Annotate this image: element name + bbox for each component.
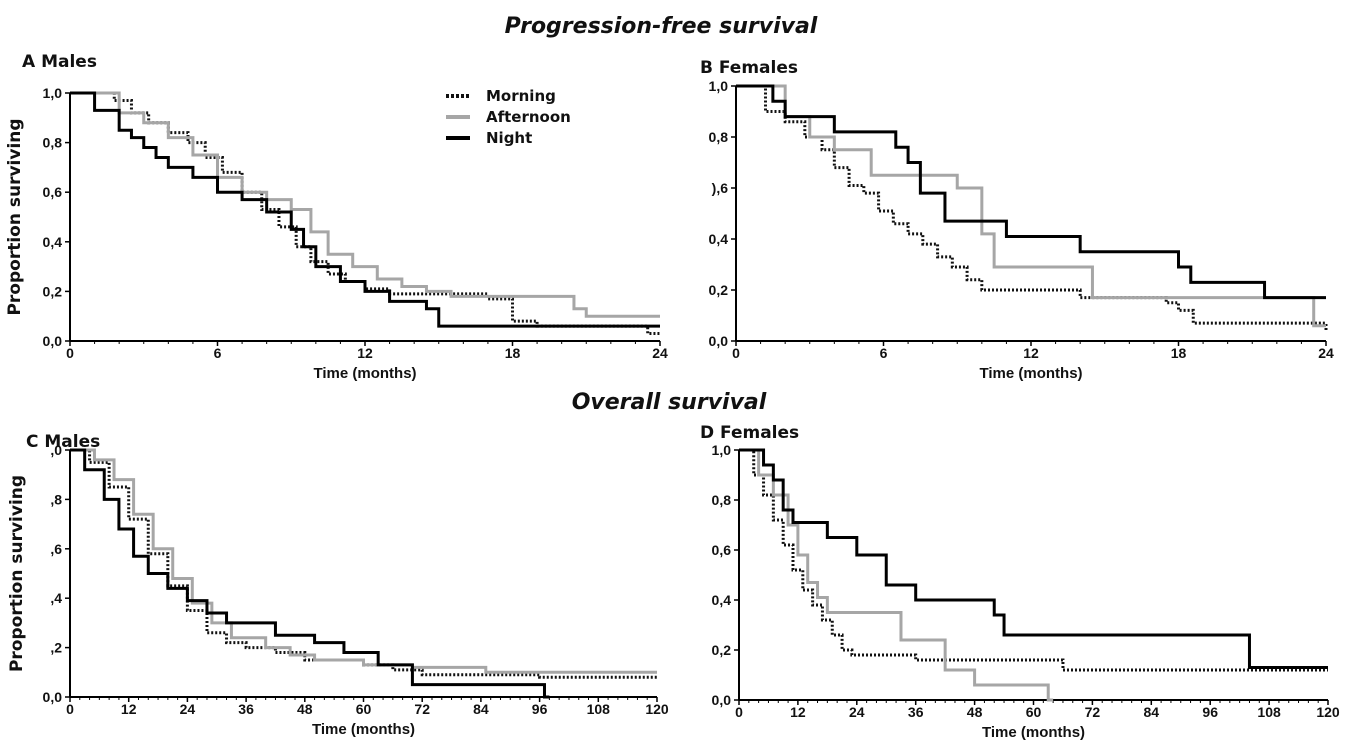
x-tick-label: 84 [1144, 704, 1160, 720]
x-tick-label: 12 [357, 345, 373, 361]
series-line-night [70, 91, 660, 328]
x-tick-label: 36 [238, 701, 254, 717]
os-section-title: Overall survival [572, 390, 767, 415]
y-tick-label: 0,0 [712, 692, 732, 708]
y-tick-label: 0,2 [43, 283, 63, 299]
x-axis-title: Time (months) [982, 724, 1085, 741]
series-line-afternoon [70, 448, 657, 674]
y-tick-label: ),6 [712, 180, 729, 196]
x-tick-label: 120 [645, 701, 669, 717]
chart-panel-males-pfs: A Males 0 6 12 18 24 0,0 0,2 0,4 0,6 0,8 1,0 Time (m… [5, 52, 668, 382]
panel-title: B Females [700, 58, 798, 78]
y-tick-label: 0,0 [43, 689, 63, 705]
panel-title: A Males [22, 52, 97, 72]
x-tick-label: 6 [880, 345, 888, 361]
x-tick-label: 0 [66, 345, 74, 361]
pfs-section-title: Progression-free survival [505, 14, 818, 39]
series-line-morning [739, 448, 1328, 672]
series-line-afternoon [736, 84, 1326, 328]
x-tick-label: 12 [790, 704, 806, 720]
series-line-night [739, 448, 1328, 669]
series-line-afternoon [70, 91, 660, 318]
x-tick-label: 18 [1171, 345, 1187, 361]
y-axis-title: Proportion surviving [7, 475, 27, 672]
y-tick-label: 0,6 [43, 184, 63, 200]
panel-title: D Females [700, 423, 799, 443]
y-tick-label: 1,0 [709, 78, 729, 94]
chart-panel-males-os: C Males 0 12 24 36 48 60 72 84 96 108 120 0,0 ,2 ,4 ,6,… [7, 432, 669, 738]
chart-panel-females-pfs: B Females 0 6 12 18 24 0,0 0,2 0,4 ),6 0,8 1,0 Time … [700, 58, 1334, 382]
chart-panel-females-os: D Females 0 12 24 36 48 60 72 84 96 108 120 0,0 0,2 0,… [700, 423, 1340, 741]
x-tick-label: 0 [66, 701, 74, 717]
x-tick-label: 24 [849, 704, 865, 720]
x-tick-label: 72 [414, 701, 430, 717]
series-line-night [736, 84, 1326, 300]
x-tick-label: 48 [967, 704, 983, 720]
x-tick-label: 0 [735, 704, 743, 720]
legend: Morning Afternoon Night [446, 87, 571, 147]
y-tick-label: ,6 [50, 541, 62, 557]
series-line-night [70, 448, 550, 699]
y-tick-label: ,8 [50, 491, 62, 507]
x-tick-label: 18 [505, 345, 521, 361]
series-line-afternoon [739, 448, 1054, 702]
panel-title: C Males [26, 432, 100, 452]
y-tick-label: 0,8 [709, 129, 729, 145]
y-tick-label: 0,8 [712, 492, 732, 508]
x-tick-label: 24 [1318, 345, 1334, 361]
x-tick-label: 96 [532, 701, 548, 717]
x-tick-label: 60 [356, 701, 372, 717]
y-tick-label: 0,2 [709, 282, 729, 298]
x-tick-label: 108 [587, 701, 611, 717]
legend-label: Night [486, 129, 532, 147]
x-axis-title: Time (months) [312, 721, 415, 738]
y-tick-label: ,4 [50, 590, 62, 606]
x-tick-label: 24 [652, 345, 668, 361]
x-tick-label: 12 [121, 701, 137, 717]
x-tick-label: 96 [1202, 704, 1218, 720]
y-tick-label: 1,0 [712, 442, 732, 458]
x-tick-label: 0 [732, 345, 740, 361]
x-tick-label: 72 [1085, 704, 1101, 720]
x-tick-label: 24 [180, 701, 196, 717]
x-tick-label: 120 [1316, 704, 1340, 720]
y-tick-label: 0,2 [712, 642, 732, 658]
y-tick-label: 0,0 [709, 333, 729, 349]
y-tick-label: 1,0 [43, 85, 63, 101]
y-tick-label: ,2 [50, 640, 62, 656]
y-tick-label: 0,4 [709, 231, 729, 247]
y-tick-label: 0,4 [43, 234, 63, 250]
x-tick-label: 6 [214, 345, 222, 361]
y-tick-label: 0,8 [43, 135, 63, 151]
x-tick-label: 60 [1026, 704, 1042, 720]
x-tick-label: 12 [1023, 345, 1039, 361]
y-tick-label: 0,6 [712, 542, 732, 558]
y-axis-title: Proportion surviving [5, 118, 25, 315]
x-tick-label: 48 [297, 701, 313, 717]
x-axis-title: Time (months) [979, 365, 1082, 382]
y-tick-label: 0,4 [712, 592, 732, 608]
x-tick-label: 108 [1257, 704, 1281, 720]
y-tick-label: ,0 [50, 442, 62, 458]
x-tick-label: 84 [473, 701, 489, 717]
series-line-morning [736, 84, 1328, 331]
legend-label: Morning [486, 87, 556, 105]
x-axis-title: Time (months) [313, 365, 416, 382]
legend-label: Afternoon [486, 108, 571, 126]
x-tick-label: 36 [908, 704, 924, 720]
y-tick-label: 0,0 [43, 333, 63, 349]
series-line-morning [70, 448, 657, 679]
